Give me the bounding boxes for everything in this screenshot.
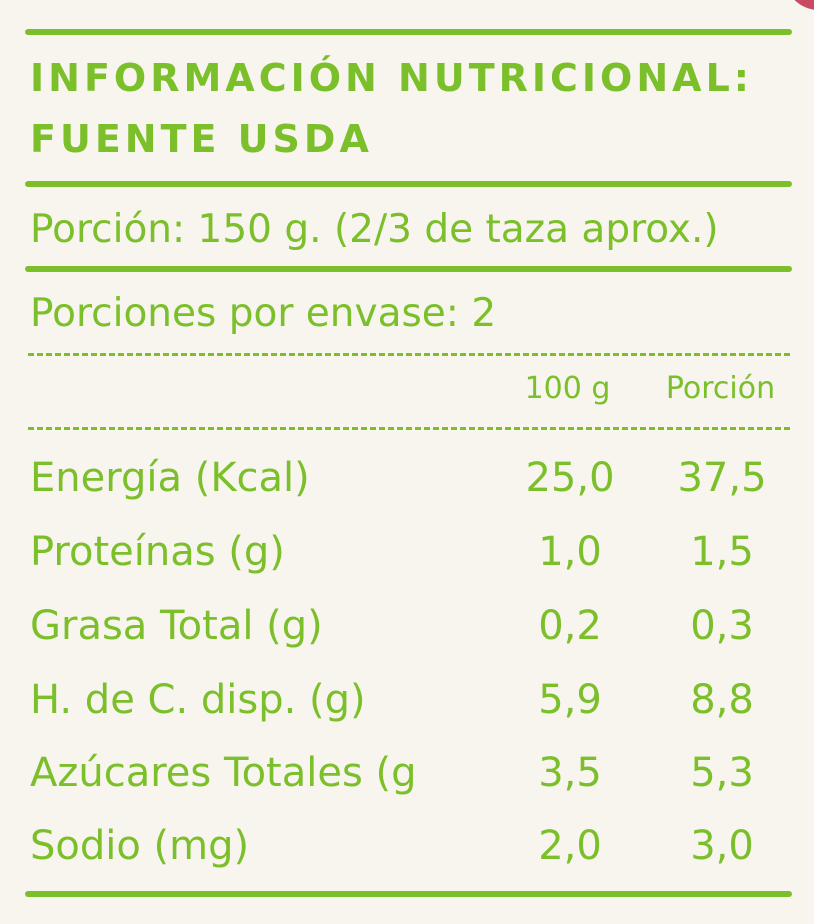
value-per-portion: 1,5 bbox=[690, 529, 754, 575]
value-per-100g: 5,9 bbox=[538, 677, 602, 723]
nutrient-label: Sodio (mg) bbox=[30, 823, 250, 869]
panel-title-line2: FUENTE USDA bbox=[30, 117, 373, 161]
header-divider-bottom bbox=[28, 427, 790, 430]
nutrient-label: Proteínas (g) bbox=[30, 529, 285, 575]
value-per-100g: 1,0 bbox=[538, 529, 602, 575]
nutrient-label: Grasa Total (g) bbox=[30, 603, 323, 649]
value-per-portion: 8,8 bbox=[690, 677, 754, 723]
value-per-100g: 25,0 bbox=[525, 455, 615, 501]
nutrient-label: Energía (Kcal) bbox=[30, 455, 310, 501]
value-per-portion: 5,3 bbox=[690, 750, 754, 796]
nutrient-row-carbohydrates: H. de C. disp. (g) 5,9 8,8 bbox=[0, 677, 814, 737]
nutrient-row-energy: Energía (Kcal) 25,0 37,5 bbox=[0, 455, 814, 515]
bottom-rule bbox=[25, 891, 792, 897]
title-rule bbox=[25, 181, 792, 187]
column-header-100g: 100 g bbox=[524, 371, 611, 406]
nutrient-label: H. de C. disp. (g) bbox=[30, 677, 366, 723]
corner-decoration bbox=[784, 0, 814, 10]
portion-rule bbox=[25, 266, 792, 272]
nutrient-row-sodium: Sodio (mg) 2,0 3,0 bbox=[0, 823, 814, 883]
value-per-100g: 2,0 bbox=[538, 823, 602, 869]
value-per-portion: 0,3 bbox=[690, 603, 754, 649]
nutrient-label: Azúcares Totales (g bbox=[30, 750, 417, 796]
panel-title-line1: INFORMACIÓN NUTRICIONAL: bbox=[30, 56, 753, 100]
top-rule bbox=[25, 29, 792, 35]
value-per-100g: 3,5 bbox=[538, 750, 602, 796]
header-divider-top bbox=[28, 353, 790, 356]
value-per-portion: 3,0 bbox=[690, 823, 754, 869]
servings-per-container: Porciones por envase: 2 bbox=[30, 291, 497, 336]
value-per-100g: 0,2 bbox=[538, 603, 602, 649]
nutrient-row-protein: Proteínas (g) 1,0 1,5 bbox=[0, 529, 814, 589]
nutrient-row-total-sugars: Azúcares Totales (g 3,5 5,3 bbox=[0, 750, 814, 810]
nutrient-row-total-fat: Grasa Total (g) 0,2 0,3 bbox=[0, 603, 814, 663]
value-per-portion: 37,5 bbox=[677, 455, 767, 501]
portion-size: Porción: 150 g. (2/3 de taza aprox.) bbox=[30, 207, 719, 252]
column-header-portion: Porción bbox=[665, 371, 776, 406]
